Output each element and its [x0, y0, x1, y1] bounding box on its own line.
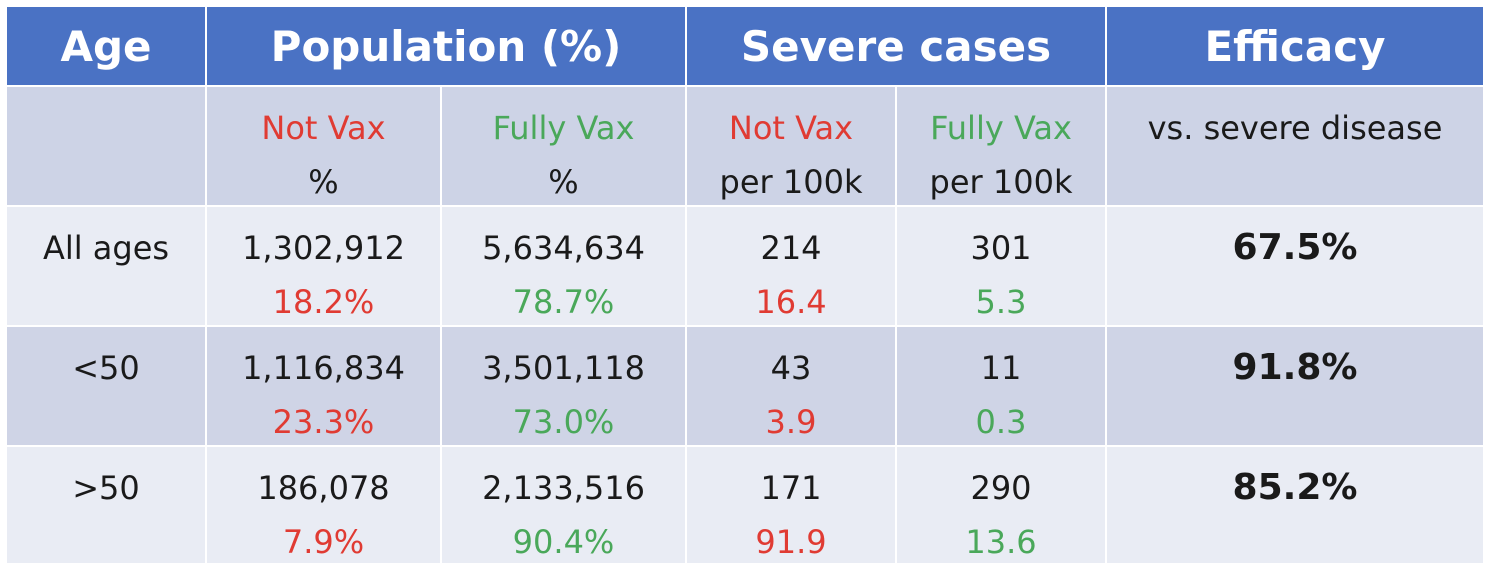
per100k-unit: per 100k	[929, 163, 1073, 201]
row-severe-not-vax: 43 3.9	[687, 327, 897, 447]
fully-vax-label: Fully Vax	[930, 109, 1072, 147]
not-vax-label: Not Vax	[261, 109, 386, 147]
header-efficacy: Efficacy	[1107, 7, 1485, 87]
pct-unit: %	[308, 163, 339, 201]
subheader-pop-not-vax: Not Vax %	[207, 87, 442, 207]
header-population: Population (%)	[207, 7, 687, 87]
row-severe-fully-vax: 290 13.6	[897, 447, 1107, 565]
row-severe-not-vax: 214 16.4	[687, 207, 897, 327]
row-age: <50	[7, 327, 207, 447]
efficacy-note: vs. severe disease	[1147, 109, 1443, 147]
row-severe-fully-vax: 301 5.3	[897, 207, 1107, 327]
row-pop-fully-vax: 3,501,118 73.0%	[442, 327, 687, 447]
row-severe-fully-vax: 11 0.3	[897, 327, 1107, 447]
row-pop-not-vax: 186,078 7.9%	[207, 447, 442, 565]
header-severe-cases: Severe cases	[687, 7, 1107, 87]
pct-unit: %	[548, 163, 579, 201]
not-vax-label: Not Vax	[728, 109, 854, 147]
row-pop-not-vax: 1,116,834 23.3%	[207, 327, 442, 447]
subheader-severe-not-vax: Not Vax per 100k	[687, 87, 897, 207]
row-efficacy: 85.2%	[1107, 447, 1485, 565]
row-age: All ages	[7, 207, 207, 327]
subheader-efficacy: vs. severe disease	[1107, 87, 1485, 207]
subheader-pop-fully-vax: Fully Vax %	[442, 87, 687, 207]
vaccine-efficacy-table: Age Population (%) Severe cases Efficacy…	[7, 7, 1485, 565]
row-pop-fully-vax: 2,133,516 90.4%	[442, 447, 687, 565]
row-pop-fully-vax: 5,634,634 78.7%	[442, 207, 687, 327]
row-age: >50	[7, 447, 207, 565]
row-pop-not-vax: 1,302,912 18.2%	[207, 207, 442, 327]
row-efficacy: 91.8%	[1107, 327, 1485, 447]
subheader-age-empty	[7, 87, 207, 207]
per100k-unit: per 100k	[719, 163, 863, 201]
fully-vax-label: Fully Vax	[492, 109, 635, 147]
header-age: Age	[7, 7, 207, 87]
row-efficacy: 67.5%	[1107, 207, 1485, 327]
row-severe-not-vax: 171 91.9	[687, 447, 897, 565]
subheader-severe-fully-vax: Fully Vax per 100k	[897, 87, 1107, 207]
